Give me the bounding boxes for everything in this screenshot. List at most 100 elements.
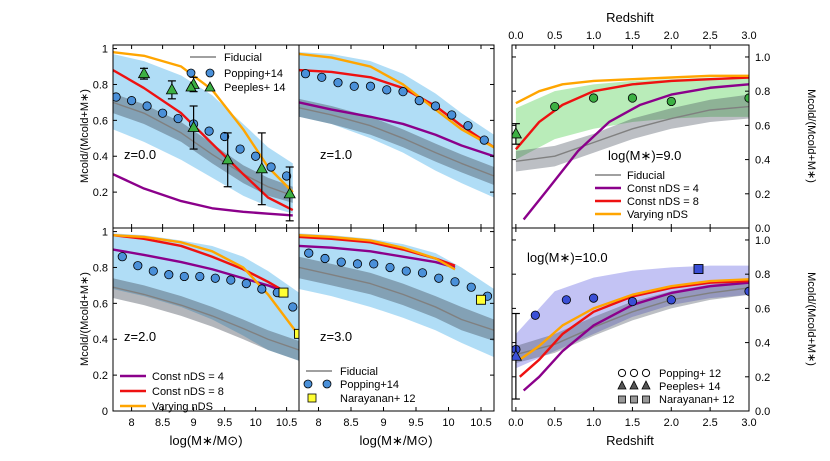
x-tick-label: 2.5 <box>702 417 717 429</box>
legend-popping-swatch-a <box>303 379 313 389</box>
observation-band <box>515 77 749 160</box>
popping-point-7 <box>226 275 236 285</box>
popping-point-3 <box>349 81 359 91</box>
popping-point-9 <box>450 277 460 287</box>
y-axis-label-top-left: Mcold/(Mcold+M∗) <box>79 89 91 183</box>
y-tick-label: 0.2 <box>93 187 108 199</box>
x-axis-label-bottom-right: Redshift <box>606 433 654 448</box>
popping-point-10 <box>463 121 473 131</box>
y-tick-label: 0.8 <box>755 86 770 98</box>
x-tick-label: 1.0 <box>586 417 601 429</box>
popping-point-2 <box>333 78 343 88</box>
panel-label-z2: z=2.0 <box>124 329 156 344</box>
x-axis-label-middle: log(M∗/M⊙) <box>359 433 432 448</box>
peeples-point-0 <box>137 66 151 79</box>
popping-point-1 <box>127 96 137 106</box>
frame-logm10 <box>511 227 750 412</box>
legend-peeples-label: Peeples+ 14 <box>224 82 285 94</box>
popping-point-4 <box>173 113 183 124</box>
x-tick-label-top: 2.5 <box>702 30 717 42</box>
x-tick-label: 9 <box>380 417 386 429</box>
x-tick-label: 9.5 <box>408 417 423 429</box>
popping-point-3 <box>352 259 363 269</box>
const-nds4-line <box>522 281 749 392</box>
fiducial-line <box>113 286 299 351</box>
x-tick-label: 8 <box>129 417 135 429</box>
panel-label-z3: z=3.0 <box>320 329 352 344</box>
x-tick-label: 0.5 <box>547 417 562 429</box>
x-tick-label-top: 0.5 <box>547 30 562 42</box>
popping-point-3 <box>158 108 168 118</box>
popping-point-5 <box>385 262 395 273</box>
popping-point-9 <box>251 151 261 161</box>
x-tick-label-top: 3.0 <box>741 30 756 42</box>
frame-z3 <box>298 227 495 412</box>
popping-point-10 <box>266 162 276 172</box>
popping-point-6 <box>401 266 411 276</box>
popping-point-3 <box>164 270 174 280</box>
popping-point-5 <box>195 271 205 282</box>
legend-const4-label: Const nDS = 4 <box>627 183 699 195</box>
legend-narayanan12-swatch-1 <box>630 395 638 404</box>
legend-peeples14-swatch-1 <box>629 380 639 390</box>
narayanan-point-1 <box>294 328 299 339</box>
legend-popping-swatch-a <box>186 68 196 78</box>
y-tick-label: 0.8 <box>93 262 108 274</box>
legend-varying-label: Varying nDS <box>152 401 213 413</box>
legend-narayanan-swatch <box>307 393 317 403</box>
popping-point-8 <box>434 273 444 283</box>
legends: Fiducial Popping+14 Peeples+ 14 Const nDS =… <box>120 52 735 413</box>
popping-point-6 <box>398 87 408 97</box>
legend-fiducial-label: Fiducial <box>627 170 665 182</box>
obs-point-2 <box>627 93 638 103</box>
obs-point-0 <box>550 101 560 112</box>
peeples-point-0 <box>512 127 523 139</box>
fiducial-line <box>515 105 749 162</box>
x-tick-label: 0.0 <box>508 417 523 429</box>
legend-peeples14-swatch-2 <box>641 380 651 390</box>
y-tick-label: 0.4 <box>755 338 770 350</box>
popping-point-1 <box>320 253 330 264</box>
legend-peeples-swatch-b <box>204 81 216 92</box>
popping-point-0 <box>300 69 311 79</box>
y-tick-label: 1 <box>102 227 108 239</box>
panel-label-logm10: log(M∗)=10.0 <box>527 250 608 265</box>
legend-popping-swatch-b <box>322 379 332 389</box>
panel-z3 <box>299 233 494 358</box>
legend-popping12-swatch-1 <box>629 368 639 378</box>
y-tick-label: 0.2 <box>93 370 108 382</box>
popping-point-6 <box>204 126 214 136</box>
x-tick-label: 2.0 <box>664 417 679 429</box>
popping-point-8 <box>241 279 251 289</box>
popping-point-4 <box>369 259 379 269</box>
x-tick-label: 9.5 <box>217 417 232 429</box>
y-tick-label: 0.4 <box>755 155 770 167</box>
panel-z2 <box>113 233 299 361</box>
popping-point-11 <box>281 171 292 181</box>
narayanan-point-0 <box>693 264 704 274</box>
x-tick-label-top: 1.5 <box>625 30 640 42</box>
x-tick-label: 9 <box>191 417 197 429</box>
obs-point-3 <box>588 293 599 303</box>
x-tick-label-top: 2.0 <box>664 30 679 42</box>
popping-point-11 <box>288 302 298 312</box>
popping-point-0 <box>113 92 121 102</box>
popping-point-1 <box>317 72 327 82</box>
x-tick-label: 10 <box>442 417 454 429</box>
const-nds8-line <box>113 233 288 294</box>
x-tick-label: 10.5 <box>470 417 491 429</box>
peeples-point-5 <box>255 161 268 174</box>
popping-point-9 <box>257 284 267 294</box>
popping-point-7 <box>414 96 424 106</box>
legend-peeples14-label: Peeples+ 14 <box>659 381 720 393</box>
popping-point-8 <box>235 144 245 154</box>
legend-popping-label: Popping+14 <box>224 68 283 80</box>
legend-narayanan12-swatch-2 <box>642 395 650 404</box>
const-nds4-line <box>299 244 456 269</box>
panel-label-z0: z=0.0 <box>124 147 156 162</box>
varying-nds-line <box>299 233 456 271</box>
popping-point-10 <box>466 282 476 292</box>
popping-point-2 <box>142 101 152 111</box>
y-tick-label: 0.0 <box>755 406 770 418</box>
const-nds8-line <box>518 279 749 378</box>
